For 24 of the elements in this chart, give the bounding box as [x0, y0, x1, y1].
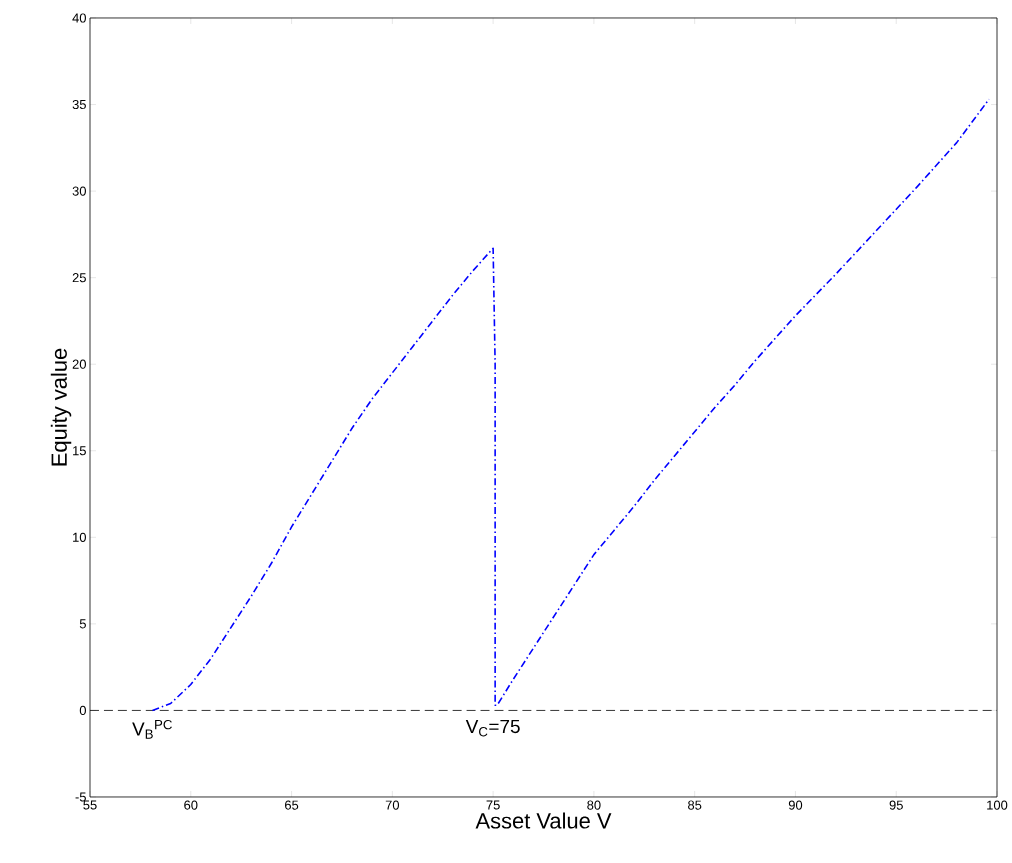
y-tick-label: 10	[73, 532, 86, 542]
x-tick-label: 90	[788, 800, 803, 810]
x-tick-label: 60	[184, 800, 198, 810]
x-tick-label: 55	[83, 800, 97, 810]
x-tick-label: 70	[385, 800, 400, 810]
x-tick-label: 75	[486, 800, 500, 810]
y-tick-label: 20	[72, 359, 86, 369]
y-tick-label: 0	[79, 705, 86, 716]
y-axis-title: Equity value	[50, 348, 72, 466]
y-tick-label: 25	[72, 273, 86, 283]
y-tick-label: 40	[72, 13, 86, 23]
y-tick-label: 35	[72, 99, 86, 110]
x-axis-title: Asset Value V	[475, 812, 612, 829]
x-tick-label: 65	[285, 800, 299, 810]
annotation: V$_{C}$=75	[465, 719, 520, 737]
x-tick-label: 100	[987, 800, 1008, 810]
x-tick-label: 85	[688, 800, 702, 810]
x-tick-label: 80	[587, 800, 601, 810]
x-tick-label: 95	[889, 800, 903, 810]
y-tick-label: 15	[73, 446, 86, 456]
y-tick-label: -5	[75, 792, 86, 802]
y-tick-label: 30	[72, 186, 86, 196]
y-tick-label: 5	[79, 619, 86, 629]
annotation: V$_{B}$PC	[132, 719, 172, 739]
